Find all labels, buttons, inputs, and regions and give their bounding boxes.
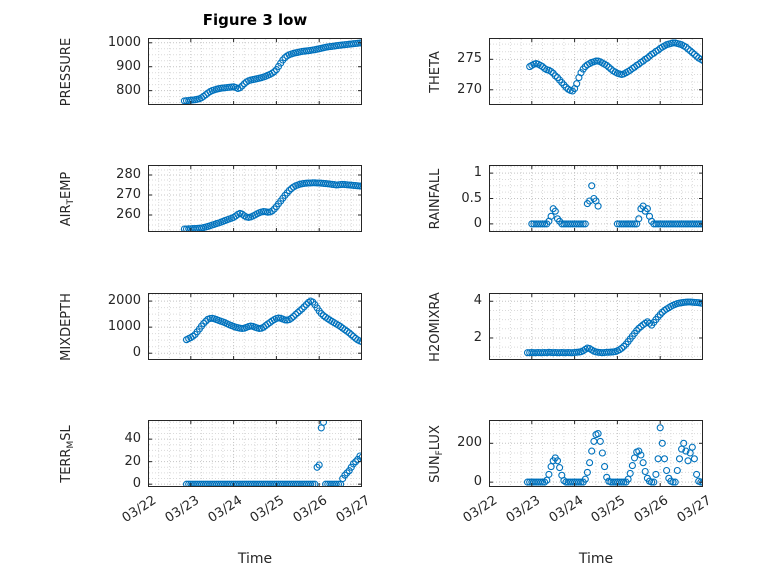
y-axis-label-part: H2OMIXRA: [428, 291, 443, 362]
scatter-markers: [182, 420, 362, 487]
scatter-markers: [182, 297, 362, 346]
scatter-markers: [526, 39, 703, 95]
x-tick-label: 03/26: [631, 493, 672, 526]
y-axis-label-part: F: [435, 449, 445, 455]
y-axis-label-TERR_MSL: TERRMSL: [59, 354, 77, 554]
y-tick-label: 0: [473, 474, 482, 490]
gridlines: [149, 166, 361, 231]
plot-THETA: [489, 38, 703, 105]
y-axis-label-part: AIR: [59, 204, 74, 226]
plot-PRESSURE: [148, 38, 362, 105]
figure-title: Figure 3 low: [202, 11, 308, 29]
plot-H2OMIXRA: [489, 293, 703, 360]
x-tick-label: 03/23: [162, 493, 202, 526]
y-tick-label: 20: [124, 453, 141, 469]
y-axis-label-part: M: [66, 440, 76, 449]
axes-box: [148, 165, 362, 232]
x-tick-label: 03/22: [119, 493, 160, 526]
y-tick-label: 270: [457, 81, 482, 97]
y-tick-label: 260: [116, 207, 141, 222]
x-tick-label: 03/25: [247, 493, 288, 526]
gridlines: [490, 294, 702, 359]
y-axis-label-SUN_FLUX: SUNFLUX: [428, 354, 446, 554]
y-tick-label: 800: [116, 82, 141, 98]
y-axis-label-part: LUX: [428, 424, 443, 450]
plot-TERR_MSL: [148, 420, 362, 487]
gridlines: [490, 39, 702, 104]
y-tick-label: 200: [457, 435, 482, 451]
y-tick-label: 4: [473, 293, 482, 309]
y-axis-label-part: T: [66, 198, 76, 205]
y-tick-label: 2000: [107, 293, 141, 309]
x-tick-label: 03/24: [546, 493, 586, 526]
y-axis-label-part: RAINFALL: [428, 168, 443, 229]
y-axis-label-part: SUN: [428, 454, 443, 483]
plot-MIXDEPTH: [148, 293, 362, 360]
y-axis-label-part: EMP: [59, 171, 74, 199]
y-tick-label: 900: [116, 58, 141, 74]
scatter-markers: [523, 424, 703, 486]
y-tick-label: 2: [473, 329, 482, 345]
tick-marks: [148, 421, 362, 486]
gridlines: [149, 421, 361, 486]
y-tick-label: 275: [457, 51, 482, 67]
gridlines: [149, 294, 361, 360]
y-tick-label: 0: [132, 476, 141, 492]
y-axis-label-part: THETA: [428, 50, 443, 93]
gridlines: [149, 39, 361, 104]
tick-marks: [489, 39, 703, 104]
scatter-markers: [180, 179, 362, 232]
y-tick-label: 0: [132, 345, 141, 361]
y-tick-label: 0: [473, 215, 482, 231]
y-tick-label: 280: [116, 167, 141, 182]
x-tick-label: 03/24: [205, 493, 245, 526]
tick-marks: [148, 166, 362, 231]
axes-box: [489, 420, 703, 487]
y-axis-label-part: SL: [59, 424, 74, 441]
x-tick-label: 03/27: [674, 493, 715, 526]
plot-RAINFALL: [489, 165, 703, 232]
scatter-markers: [180, 39, 362, 105]
y-tick-label: 1000: [107, 319, 141, 335]
tick-marks: [148, 39, 362, 104]
y-axis-label-part: MIXDEPTH: [59, 292, 74, 361]
tick-marks: [489, 166, 703, 231]
x-axis-label-right: Time: [578, 551, 614, 567]
x-tick-label: 03/26: [290, 493, 331, 526]
axes-box: [489, 293, 703, 360]
x-tick-label: 03/22: [460, 493, 501, 526]
plot-SUN_FLUX: [489, 420, 703, 487]
scatter-markers: [528, 182, 703, 228]
x-tick-label: 03/25: [588, 493, 629, 526]
x-tick-label: 03/27: [333, 493, 374, 526]
tick-marks: [489, 421, 703, 486]
axes-box: [148, 38, 362, 105]
y-axis-label-part: PRESSURE: [59, 37, 74, 106]
scatter-markers: [523, 298, 703, 357]
axes-box: [489, 165, 703, 232]
x-tick-label: 03/23: [503, 493, 543, 526]
axes-box: [148, 420, 362, 487]
y-tick-label: 1: [473, 165, 482, 181]
y-tick-label: 270: [116, 187, 141, 202]
axes-box: [148, 293, 362, 360]
x-axis-label-left: Time: [237, 551, 273, 567]
y-tick-label: 0.5: [461, 190, 482, 206]
y-tick-label: 1000: [107, 34, 141, 50]
axes-box: [489, 38, 703, 105]
plot-AIR_TEMP: [148, 165, 362, 232]
y-tick-label: 40: [124, 431, 141, 447]
tick-marks: [148, 294, 362, 359]
y-axis-label-part: TERR: [59, 448, 74, 483]
tick-marks: [489, 294, 703, 359]
